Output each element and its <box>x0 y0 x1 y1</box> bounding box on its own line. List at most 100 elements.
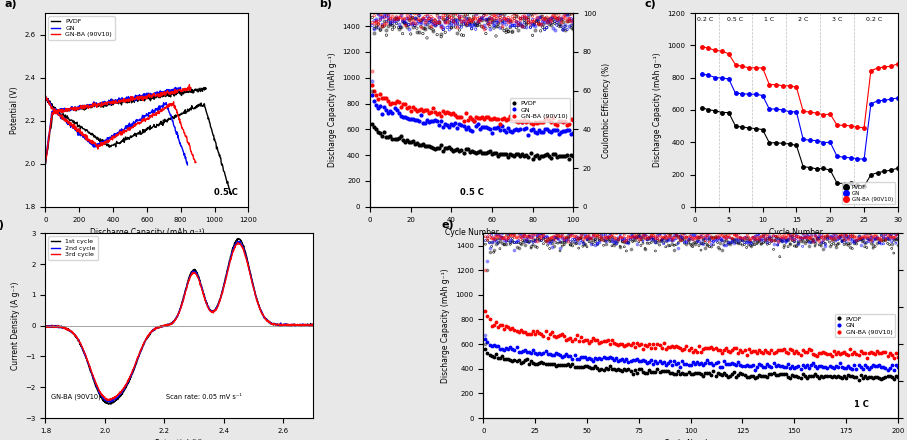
Point <box>872 236 886 243</box>
Point <box>808 231 823 238</box>
Point <box>550 121 564 128</box>
Point <box>675 358 689 365</box>
Point <box>781 373 795 380</box>
Point <box>586 231 600 238</box>
Y-axis label: Discharge Capacity (mAh g⁻¹): Discharge Capacity (mAh g⁻¹) <box>653 53 662 167</box>
Point <box>405 20 420 27</box>
Point <box>479 16 493 23</box>
Point <box>375 23 390 30</box>
Point <box>802 346 816 353</box>
Point <box>383 15 397 22</box>
Point <box>561 155 576 162</box>
Point <box>548 121 562 128</box>
Point <box>639 235 654 242</box>
Point <box>430 12 444 19</box>
Point <box>834 364 849 371</box>
Point <box>602 341 617 348</box>
Point <box>785 235 799 242</box>
Point <box>605 336 619 343</box>
Point <box>654 235 668 242</box>
Point <box>883 373 897 380</box>
Point <box>658 233 673 240</box>
Point <box>440 145 454 152</box>
Point <box>434 30 448 37</box>
Point <box>505 230 520 237</box>
Point <box>841 233 855 240</box>
Point <box>464 18 479 26</box>
Point <box>799 238 814 245</box>
Point <box>766 370 781 377</box>
Point <box>878 235 892 242</box>
Point <box>852 235 866 242</box>
Point <box>561 352 576 359</box>
Point <box>464 22 479 29</box>
Point <box>588 363 602 370</box>
Point <box>799 232 814 239</box>
Point <box>794 233 808 240</box>
Point <box>723 240 737 247</box>
Point <box>533 128 548 135</box>
Point <box>725 347 739 354</box>
Point <box>501 115 515 122</box>
Point <box>440 122 454 129</box>
Point <box>812 232 826 239</box>
Point <box>387 99 402 106</box>
Point <box>758 235 773 242</box>
Point <box>404 21 418 28</box>
Point <box>590 337 605 344</box>
Point <box>561 15 576 22</box>
Point <box>581 235 596 242</box>
Point <box>573 354 588 361</box>
Point <box>609 367 623 374</box>
Point <box>747 241 762 248</box>
Point <box>391 99 405 106</box>
Point <box>794 234 808 241</box>
Point <box>478 341 493 348</box>
Point <box>741 237 756 244</box>
Point <box>818 241 833 248</box>
Point <box>394 103 408 110</box>
Point <box>671 343 686 350</box>
Point <box>839 374 853 381</box>
Point <box>476 25 491 32</box>
Point <box>849 236 863 243</box>
Text: c): c) <box>644 0 656 9</box>
Point <box>841 236 855 243</box>
Point <box>473 16 487 23</box>
Point <box>375 110 390 117</box>
Point <box>668 235 683 242</box>
Point <box>536 232 551 239</box>
Point <box>547 360 561 367</box>
Point <box>889 240 903 247</box>
Point <box>497 241 512 248</box>
Point <box>723 373 737 380</box>
Point <box>878 235 892 242</box>
Point <box>723 241 737 248</box>
Point <box>507 346 522 353</box>
Point <box>837 235 852 242</box>
Point <box>436 15 451 22</box>
Point <box>538 26 552 33</box>
Point <box>613 233 628 240</box>
Point <box>527 16 541 23</box>
Point <box>737 236 752 243</box>
Point <box>407 15 422 22</box>
Point <box>480 339 494 346</box>
Point <box>891 242 905 249</box>
Point <box>870 235 884 242</box>
Point <box>857 234 872 241</box>
Point <box>833 232 847 239</box>
Point <box>399 137 414 144</box>
Point <box>434 14 448 21</box>
Point <box>432 18 446 25</box>
Point <box>816 236 831 243</box>
Point <box>588 236 602 243</box>
Point <box>872 374 886 381</box>
Point <box>857 239 872 246</box>
Point <box>425 19 440 26</box>
Point <box>561 236 576 243</box>
Point <box>847 240 862 247</box>
Point <box>802 235 816 242</box>
Point <box>681 237 696 244</box>
Point <box>862 365 876 372</box>
